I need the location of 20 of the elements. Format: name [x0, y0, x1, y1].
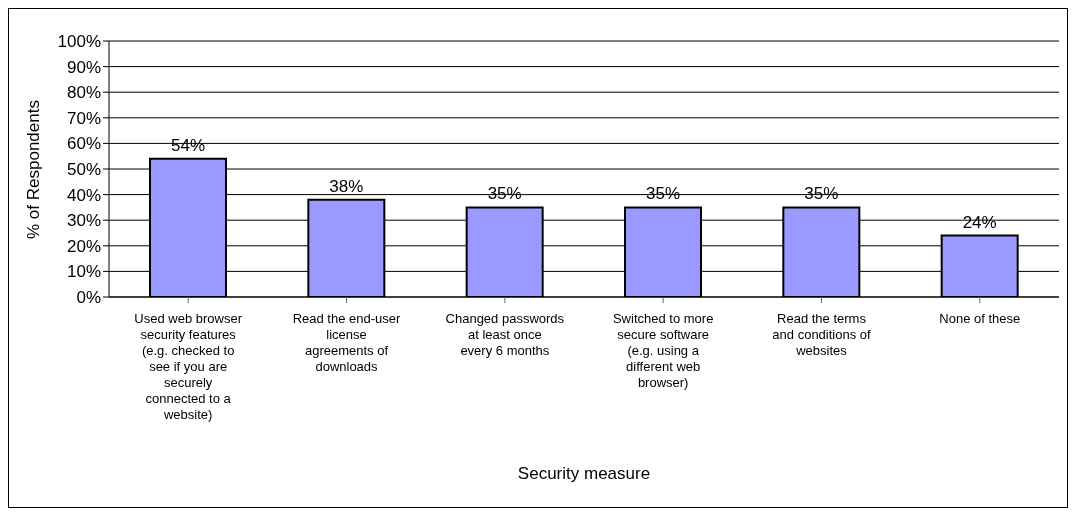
y-tick-label: 60%: [66, 134, 101, 154]
x-tick-label: Read the end-user license agreements of downloads: [292, 311, 402, 374]
y-tick-label: 80%: [66, 83, 101, 103]
data-label: 38%: [329, 176, 364, 196]
x-tick-label: Used web browser security features (e.g. checked to see if you are securely connected to a website): [134, 311, 243, 422]
x-tick-label: Switched to more secure software (e.g. using a different web browser): [612, 311, 714, 390]
y-tick-label: 20%: [66, 236, 101, 256]
y-tick-label: 70%: [66, 108, 101, 128]
y-tick-label: 0%: [76, 288, 101, 308]
y-tick-label: 40%: [66, 185, 101, 205]
y-axis-title: % of Respondents: [24, 100, 44, 239]
y-tick-label: 10%: [66, 262, 101, 282]
x-tick-label: None of these: [939, 311, 1021, 326]
y-tick-label: 100%: [57, 32, 101, 52]
y-tick-label: 90%: [66, 57, 101, 77]
x-axis-title: Security measure: [517, 464, 651, 483]
x-tick-label: Read the terms and conditions of websites: [772, 311, 872, 358]
y-tick-label: 30%: [66, 211, 101, 231]
x-tick-label: Changed passwords at least once every 6 months: [445, 311, 565, 358]
y-tick-label: 50%: [66, 160, 101, 180]
